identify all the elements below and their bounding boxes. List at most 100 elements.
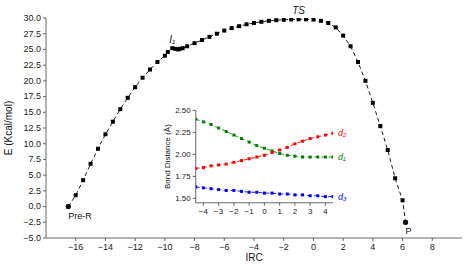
series-marker <box>341 34 345 38</box>
series-marker <box>324 134 327 137</box>
series-marker <box>297 18 301 21</box>
series-marker <box>237 24 241 28</box>
series-marker <box>202 120 205 123</box>
series-marker <box>181 46 185 50</box>
y-tick-label: −5.0 <box>23 233 41 243</box>
series-marker <box>271 192 274 195</box>
y-tick-label: 27.5 <box>23 29 41 39</box>
series-marker <box>74 193 78 197</box>
x-tick <box>283 238 284 241</box>
series-marker <box>263 154 266 157</box>
series-marker <box>196 167 197 170</box>
series-marker <box>210 187 213 190</box>
series-marker <box>332 132 333 135</box>
series-marker <box>202 166 205 169</box>
x-tick <box>105 238 106 241</box>
series-line <box>196 133 333 168</box>
y-tick <box>43 18 46 19</box>
series-marker <box>240 190 243 193</box>
series-marker <box>163 54 167 58</box>
series-marker <box>311 18 315 22</box>
series-marker <box>89 162 93 166</box>
series-marker <box>316 194 319 197</box>
chart-0: −16−14−12−10−8−6−4−202468−5.0−2.50.02.55… <box>3 5 462 263</box>
series-marker <box>278 149 281 152</box>
series-marker <box>193 41 197 45</box>
series-marker <box>248 157 251 160</box>
y-tick-label: 2.5 <box>28 186 41 196</box>
x-tick-label: −2 <box>229 207 239 216</box>
series-marker <box>210 123 213 126</box>
series-line <box>68 19 405 222</box>
x-tick-label: −14 <box>98 242 113 252</box>
series-marker <box>378 124 382 128</box>
y-tick <box>43 96 46 97</box>
series-marker <box>289 18 293 21</box>
series-marker <box>282 18 286 22</box>
series-marker <box>334 25 338 29</box>
x-tick <box>343 238 344 241</box>
series-marker <box>232 161 235 164</box>
y-tick-label: 25.0 <box>23 44 41 54</box>
series-marker <box>386 148 390 152</box>
series-marker <box>141 76 145 80</box>
series-marker <box>309 156 312 159</box>
y-tick-label: 1.75 <box>175 172 191 181</box>
series-marker <box>371 101 375 105</box>
chart: −16−14−12−10−8−6−4−202468−5.0−2.50.02.55… <box>0 0 474 270</box>
series-marker <box>316 156 319 159</box>
series-marker <box>103 132 107 136</box>
series-marker <box>304 18 308 21</box>
labels: TSI₁Pre-RP <box>68 5 411 236</box>
series-marker <box>210 164 213 167</box>
series-marker <box>332 195 333 198</box>
x-tick-label: 4 <box>323 207 328 216</box>
series-marker <box>225 130 228 133</box>
x-tick-label: −1 <box>245 207 255 216</box>
series-line <box>196 187 333 197</box>
labels: d₁d₂d₃ <box>338 128 347 201</box>
series-marker <box>278 152 281 155</box>
series-marker <box>263 192 266 195</box>
annotation-marker <box>403 220 408 225</box>
y-tick-label: 22.5 <box>23 60 41 70</box>
x-tick <box>75 238 76 241</box>
y-tick <box>43 206 46 207</box>
series-marker <box>232 189 235 192</box>
y-tick <box>193 176 196 177</box>
x-tick <box>218 203 219 206</box>
y-tick-label: 1.50 <box>175 194 191 203</box>
x-tick <box>164 238 165 241</box>
y-tick-label: 2.50 <box>175 106 191 115</box>
series-label: d₁ <box>338 152 346 162</box>
y-tick-label: 0.0 <box>28 201 41 211</box>
y-tick <box>193 198 196 199</box>
y-tick-label: 12.5 <box>23 123 41 133</box>
x-tick-label: −16 <box>68 242 83 252</box>
series-marker <box>185 44 189 48</box>
series-marker <box>225 163 228 166</box>
x-tick-label: 4 <box>370 242 375 252</box>
y-tick <box>43 80 46 81</box>
y-tick-label: −2.5 <box>23 217 41 227</box>
series-marker <box>278 193 281 196</box>
series-marker <box>293 142 296 145</box>
x-tick <box>294 203 295 206</box>
x-tick-label: 8 <box>430 242 435 252</box>
series-marker <box>200 38 204 42</box>
y-tick-label: 2.00 <box>175 150 191 159</box>
series-marker <box>293 155 296 158</box>
annotation-marker <box>66 204 71 209</box>
x-tick <box>372 238 373 241</box>
series-marker <box>404 220 408 224</box>
x-tick-label: 6 <box>400 242 405 252</box>
x-tick-label: −3 <box>214 207 224 216</box>
series-marker <box>166 50 170 54</box>
series-marker <box>245 22 249 26</box>
x-tick <box>254 238 255 241</box>
series-marker <box>207 35 211 39</box>
y-tick-label: 20.0 <box>23 76 41 86</box>
annotation: I₁ <box>169 34 175 45</box>
x-tick-label: 0 <box>311 242 316 252</box>
y-tick-label: 17.5 <box>23 91 41 101</box>
